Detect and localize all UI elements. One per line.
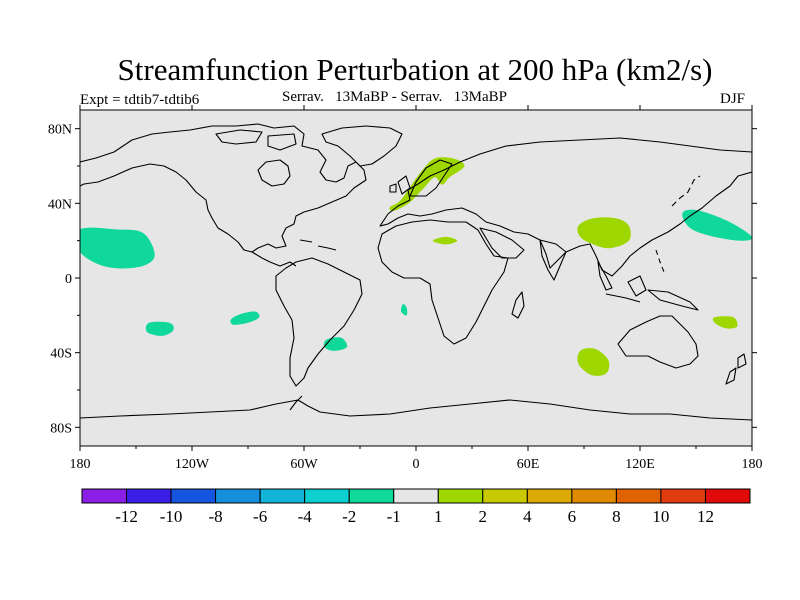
region-south-atlantic-negative-2 <box>400 304 408 316</box>
coastline-greenland <box>321 125 403 167</box>
colorbar-label: -12 <box>115 507 138 526</box>
lon-label: 60W <box>290 457 318 472</box>
anomaly-regions <box>80 157 752 376</box>
coastline-africa <box>377 219 509 345</box>
colorbar-swatch <box>704 488 751 504</box>
region-tibet-positive <box>577 217 631 249</box>
coastline-antarctic-peninsula <box>289 395 303 411</box>
coastline-southeast-asia <box>597 261 699 311</box>
colorbar-label: 6 <box>568 507 577 526</box>
colorbar-label: -6 <box>253 507 267 526</box>
lat-label: 80N <box>48 123 72 138</box>
lon-label: 180 <box>742 457 763 472</box>
region-south-pacific-negative-1 <box>145 321 174 336</box>
colorbar-swatch <box>215 488 261 504</box>
lat-label: 0 <box>65 272 72 287</box>
colorbar-swatch <box>615 488 662 504</box>
colorbar-swatch <box>437 488 484 504</box>
lat-label: 80S <box>50 421 72 436</box>
coastline-new-zealand <box>725 353 747 385</box>
region-northwest-pacific-negative <box>682 209 752 241</box>
region-south-atlantic-negative-1 <box>323 337 348 351</box>
map-title: Streamfunction Perturbation at 200 hPa (… <box>117 52 713 87</box>
lon-label: 60E <box>517 457 540 472</box>
coastline-british-isles <box>389 175 411 195</box>
experiment-label: Expt = tdtib7-tdtib6 <box>80 92 200 108</box>
coastline-madagascar <box>511 291 525 319</box>
colorbar-label: 1 <box>434 507 443 526</box>
colorbar: -12 -10 -8 -6 -4 -2 -1 1 2 4 6 8 10 12 <box>81 488 751 526</box>
coastline-north-america <box>80 123 367 253</box>
lon-label: 0 <box>413 457 420 472</box>
colorbar-swatch <box>571 488 617 504</box>
coastline-eurasia <box>379 137 752 277</box>
lon-label: 120W <box>175 457 210 472</box>
coastline-australia <box>617 315 699 369</box>
colorbar-label: -1 <box>387 507 401 526</box>
colorbar-label: -10 <box>160 507 183 526</box>
colorbar-swatch <box>660 488 706 504</box>
period-label: Serrav. 13MaBP - Serrav. 13MaBP <box>282 89 507 105</box>
lon-label: 180 <box>70 457 91 472</box>
coastline-japan <box>671 175 701 207</box>
colorbar-label: 4 <box>523 507 532 526</box>
colorbar-swatch <box>126 488 172 504</box>
lat-label: 40N <box>48 197 72 212</box>
colorbar-swatch <box>81 488 128 504</box>
longitude-axis: 180 120W 60W 0 60E 120E 180 <box>70 105 763 472</box>
lon-label: 120E <box>625 457 655 472</box>
region-indian-ocean-positive <box>577 348 610 376</box>
colorbar-swatch <box>482 488 528 504</box>
lat-label: 40S <box>50 347 72 362</box>
coastline-central-america <box>251 251 297 267</box>
colorbar-swatch <box>526 488 573 504</box>
coastline-philippines <box>655 249 665 273</box>
region-tasman-positive <box>712 316 738 329</box>
coastline-arabia <box>479 227 525 259</box>
coastlines <box>80 123 752 421</box>
colorbar-swatch <box>170 488 217 504</box>
coastline-arctic-islands <box>215 129 297 151</box>
region-europe-positive <box>389 157 465 211</box>
coastline-south-america <box>275 257 363 387</box>
colorbar-label: 8 <box>612 507 621 526</box>
region-north-pacific-negative <box>80 227 155 269</box>
coastline-antarctica <box>80 399 752 421</box>
colorbar-swatch <box>304 488 350 504</box>
colorbar-label: 10 <box>652 507 669 526</box>
region-sahara-positive <box>432 236 458 245</box>
colorbar-label: 2 <box>479 507 488 526</box>
colorbar-swatch <box>393 488 439 504</box>
latitude-axis: 80N 40N 0 40S 80S <box>48 123 757 436</box>
colorbar-swatch <box>348 488 395 504</box>
colorbar-label: -4 <box>298 507 313 526</box>
coastline-india <box>539 239 567 281</box>
colorbar-label: 12 <box>697 507 714 526</box>
coastline-scandinavia <box>409 159 453 197</box>
region-south-pacific-negative-2 <box>230 311 260 325</box>
colorbar-label: -2 <box>342 507 356 526</box>
coastline-hudson-bay <box>257 159 291 187</box>
colorbar-label: -8 <box>209 507 223 526</box>
season-label: DJF <box>720 91 746 107</box>
colorbar-swatch <box>259 488 306 504</box>
coastline-caribbean <box>299 239 337 251</box>
